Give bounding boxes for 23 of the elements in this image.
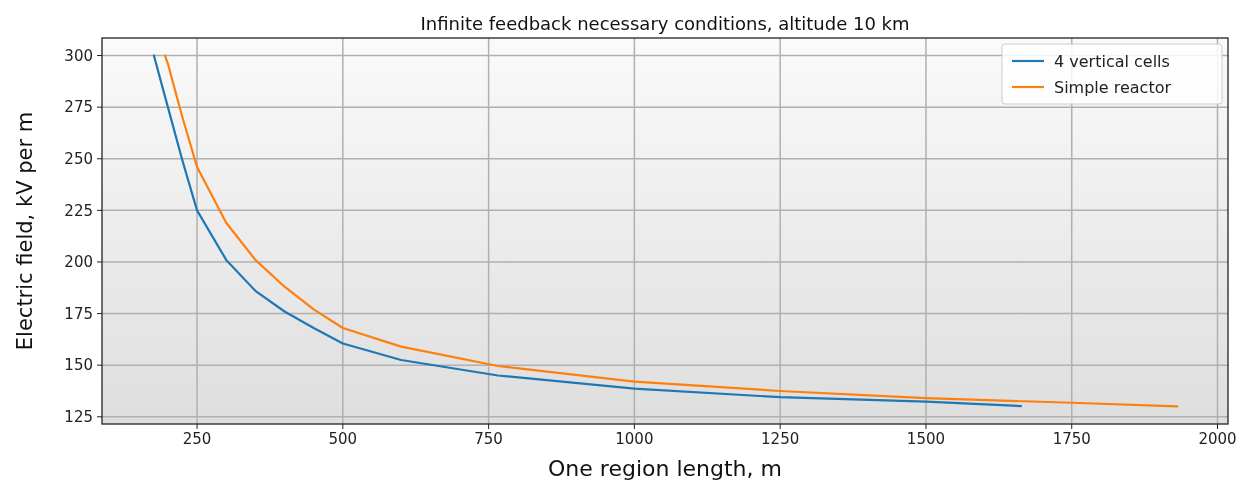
y-tick-label: 200: [64, 253, 93, 272]
y-tick-label: 125: [64, 408, 93, 427]
x-tick-label: 2000: [1198, 430, 1237, 448]
legend-label: 4 vertical cells: [1054, 51, 1170, 71]
y-tick-label: 275: [64, 98, 93, 117]
x-axis-title: One region length, m: [548, 456, 782, 481]
x-tick-label: 1000: [615, 430, 654, 448]
x-tick-label: 1500: [906, 430, 946, 448]
x-tick-label: 1750: [1052, 430, 1091, 448]
y-tick-label: 300: [64, 46, 93, 65]
y-tick-label: 175: [64, 304, 93, 323]
y-tick-label: 150: [64, 356, 93, 375]
x-tick-label: 250: [182, 430, 212, 448]
y-tick-label: 250: [64, 150, 93, 168]
line-series: [163, 54, 1179, 408]
y-axis-title: Electric field, kV per m: [13, 111, 37, 351]
chart-title: Infinite feedback necessary conditions, altitude 10 km: [420, 13, 910, 34]
x-tick-label: 500: [328, 430, 358, 448]
line-series: [152, 54, 1023, 408]
y-tick-label: 225: [64, 201, 93, 220]
x-tick-label: 750: [474, 430, 503, 448]
x-tick-label: 1250: [761, 430, 800, 448]
legend-label: Simple reactor: [1054, 77, 1172, 97]
